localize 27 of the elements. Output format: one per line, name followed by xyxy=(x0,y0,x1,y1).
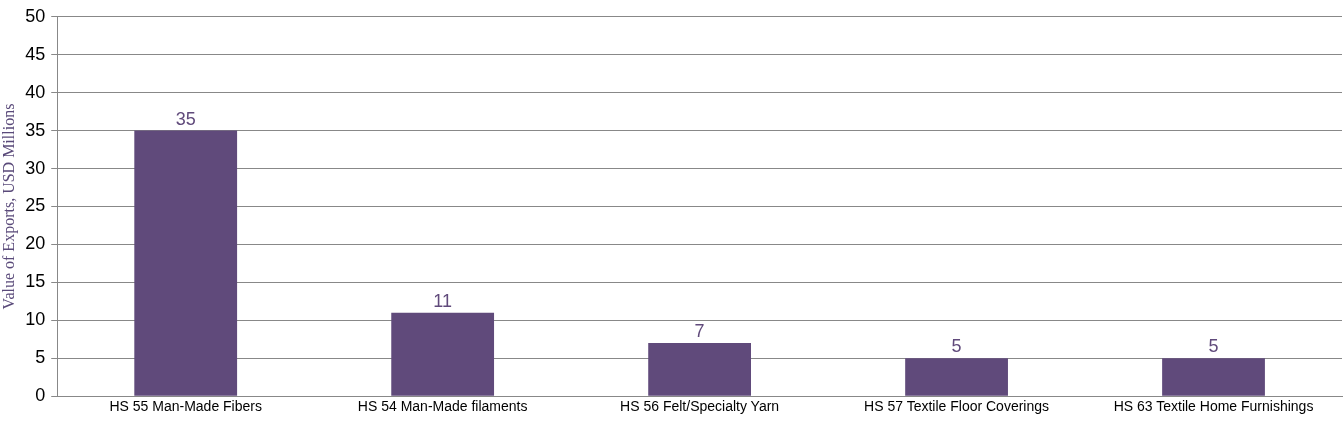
x-tick-label: HS 55 Man-Made Fibers xyxy=(109,398,262,415)
bar xyxy=(905,358,1008,396)
bar xyxy=(391,312,495,396)
y-tick-label: 50 xyxy=(25,5,46,26)
y-tick-label: 20 xyxy=(25,233,46,254)
y-axis-title: Value of Exports, USD Millions xyxy=(0,103,18,310)
y-tick-label: 25 xyxy=(25,195,46,216)
bar xyxy=(648,343,751,396)
y-tick-label: 10 xyxy=(25,309,46,330)
data-label: 5 xyxy=(1208,336,1219,357)
y-tick-label: 5 xyxy=(35,347,46,368)
data-label: 7 xyxy=(694,321,705,342)
y-tick-label: 45 xyxy=(25,43,46,64)
bar xyxy=(1162,358,1265,396)
data-label: 5 xyxy=(951,336,962,357)
y-tick-label: 40 xyxy=(25,81,46,102)
data-label: 35 xyxy=(175,108,196,129)
x-tick-label: HS 54 Man-Made filaments xyxy=(357,398,528,415)
x-tick-label: HS 56 Felt/Specialty Yarn xyxy=(620,398,780,415)
y-tick-label: 0 xyxy=(35,385,46,406)
y-tick-label: 30 xyxy=(25,157,46,178)
bar xyxy=(134,130,238,396)
y-tick-label: 15 xyxy=(25,271,46,292)
x-tick-label: HS 63 Textile Home Furnishings xyxy=(1113,398,1314,415)
y-tick-label: 35 xyxy=(25,119,46,140)
data-label: 11 xyxy=(433,290,452,311)
x-tick-label: HS 57 Textile Floor Coverings xyxy=(864,398,1050,415)
